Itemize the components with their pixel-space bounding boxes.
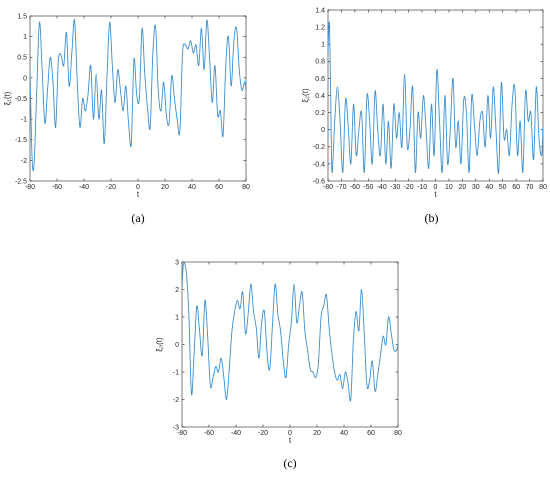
- y-tick-label: 0.5: [17, 55, 27, 62]
- y-tick-label: 0.6: [315, 76, 325, 83]
- x-tick-label: 60: [367, 430, 375, 437]
- y-axis-label: ξ₂(t): [301, 88, 310, 103]
- x-tick-label: -70: [336, 184, 346, 191]
- y-tick-label: 0: [23, 75, 27, 82]
- x-tick-label: 0: [288, 430, 292, 437]
- x-tick-label: -80: [323, 184, 333, 191]
- x-tick-label: -60: [52, 184, 62, 191]
- chart-panel-1: -80 -70 -60 -50 -40 -30 -20 -10 0 10 20 30 40 50 60 70 8…: [301, 7, 547, 225]
- x-tick-label: 30: [472, 184, 480, 191]
- x-tick-label: -80: [177, 430, 187, 437]
- x-tick-label: 80: [394, 430, 402, 437]
- y-tick-label: 0: [175, 342, 179, 349]
- y-tick-label: -1: [21, 117, 27, 124]
- panel-caption: (b): [425, 211, 439, 225]
- x-axis-label: t: [289, 436, 292, 445]
- x-axis-label: t: [137, 190, 140, 199]
- x-tick-label: 60: [215, 184, 223, 191]
- x-tick-label: 70: [526, 184, 534, 191]
- y-tick-label: -1: [173, 369, 179, 376]
- x-tick-label: 20: [458, 184, 466, 191]
- x-tick-label: -40: [79, 184, 89, 191]
- y-tick-label: 0.2: [315, 110, 325, 117]
- y-tick-label: -0.5: [15, 96, 27, 103]
- y-tick-label: 1: [175, 314, 179, 321]
- y-tick-label: -2: [173, 397, 179, 404]
- x-tick-label: 40: [188, 184, 196, 191]
- x-axis-label: t: [434, 190, 437, 199]
- panel-caption: (c): [283, 456, 296, 470]
- y-tick-label: -2.5: [15, 178, 27, 185]
- y-tick-label: 1: [321, 42, 325, 49]
- x-tick-label: -60: [204, 430, 214, 437]
- x-tick-label: -30: [390, 184, 400, 191]
- x-tick-label: -40: [231, 430, 241, 437]
- x-tick-label: 0: [434, 184, 438, 191]
- x-tick-label: -20: [258, 430, 268, 437]
- y-tick-label: 2: [175, 287, 179, 294]
- x-tick-label: 80: [242, 184, 250, 191]
- x-tick-label: 10: [445, 184, 453, 191]
- x-tick-label: -40: [377, 184, 387, 191]
- y-axis-label: ξ₃(t): [155, 337, 164, 352]
- chart-panel-2: -80 -60 -40 -20 0 20 40 60 80 -3 -2 -1 0 1 2 3 t ξ₃(t) (c): [155, 259, 402, 470]
- y-tick-label: -0.4: [313, 161, 325, 168]
- y-tick-label: 1.5: [17, 13, 27, 20]
- x-tick-label: 50: [499, 184, 507, 191]
- series-line: [30, 19, 246, 172]
- y-tick-label: 0.8: [315, 59, 325, 66]
- y-tick-label: 1.4: [315, 7, 325, 14]
- x-tick-label: 40: [485, 184, 493, 191]
- x-tick-label: 60: [512, 184, 520, 191]
- y-tick-label: -0.6: [313, 178, 325, 185]
- x-tick-label: -60: [350, 184, 360, 191]
- y-tick-label: -3: [173, 424, 179, 431]
- x-tick-label: -10: [417, 184, 427, 191]
- y-tick-label: -1.5: [15, 137, 27, 144]
- x-tick-label: 0: [136, 184, 140, 191]
- y-tick-label: 1.2: [315, 25, 325, 32]
- y-tick-label: -0.2: [313, 144, 325, 151]
- plot-frame: [29, 15, 247, 182]
- y-tick-label: 0.4: [315, 93, 325, 100]
- y-tick-label: -2: [21, 158, 27, 165]
- x-tick-label: -20: [404, 184, 414, 191]
- y-axis-label: ξ₁(t): [3, 91, 12, 105]
- x-tick-label: 20: [161, 184, 169, 191]
- series-line: [328, 21, 543, 174]
- plot-frame: [181, 261, 399, 428]
- y-tick-label: 0: [321, 127, 325, 134]
- series-line: [182, 262, 398, 402]
- panel-caption: (a): [131, 211, 144, 225]
- y-tick-label: 1: [23, 34, 27, 41]
- y-tick-label: 3: [175, 259, 179, 266]
- x-tick-label: 20: [313, 430, 321, 437]
- x-tick-label: 80: [539, 184, 547, 191]
- chart-panel-0: -80 -60 -40 -20 0 20 40 60 80 -2.5 -2 -1.5 -1 -0.5 0 0.…: [3, 13, 250, 225]
- x-tick-label: -20: [106, 184, 116, 191]
- x-tick-label: 40: [340, 430, 348, 437]
- x-tick-label: -80: [25, 184, 35, 191]
- x-tick-label: -50: [363, 184, 373, 191]
